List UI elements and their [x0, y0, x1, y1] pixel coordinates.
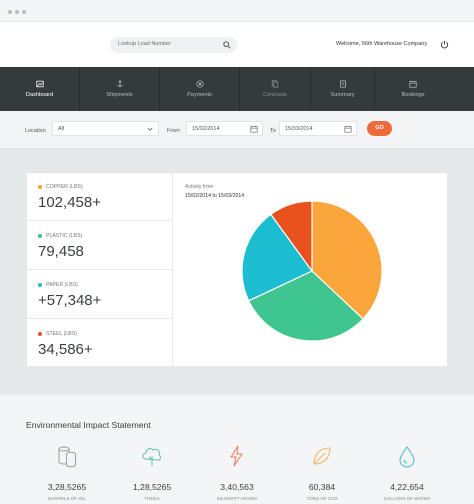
bullet-dot: [38, 282, 42, 287]
main-nav: Dashboard Shipments Payments Contracts S…: [0, 67, 474, 111]
search-placeholder: Lookup Load Number: [118, 41, 171, 47]
stat-value: +57,348+: [38, 292, 102, 309]
nav-divider: [310, 67, 311, 111]
from-date-field[interactable]: 15/02/2014: [186, 121, 263, 136]
calendar-icon: [409, 80, 417, 88]
search-input[interactable]: Lookup Load Number: [110, 37, 237, 53]
lightning-icon: [230, 445, 243, 467]
bullet-dot: [38, 331, 42, 336]
coin-icon: [195, 80, 204, 88]
bullet-dot: [38, 184, 42, 189]
to-label: To: [270, 128, 276, 134]
go-button[interactable]: GO: [367, 121, 392, 136]
stat-label: STEEL (LBS): [38, 331, 77, 337]
to-date-field[interactable]: 15/03/2014: [279, 121, 357, 136]
nav-item-summary[interactable]: Summary: [311, 67, 374, 111]
stat-label: PLASTIC (LBS): [38, 233, 82, 239]
location-select[interactable]: All: [52, 121, 159, 136]
stat-label-text: STEEL (LBS): [46, 331, 77, 337]
chevron-down-icon: [147, 127, 153, 131]
location-label: Location: [25, 128, 46, 134]
welcome-text: Welcome, 56th Warehouse Company: [336, 41, 428, 47]
stat-plastic: PLASTIC (LBS) 79,458: [26, 221, 172, 270]
env-label: TONS OF CO2: [306, 496, 338, 501]
window-dot: [15, 10, 19, 14]
nav-label: Contracts: [263, 92, 287, 98]
pie-slice-steel: [270, 200, 313, 273]
window-dot: [22, 10, 26, 14]
to-date-value: 15/03/2014: [285, 126, 313, 132]
power-icon[interactable]: [440, 40, 449, 49]
activity-range: 15/02/2014 to 15/03/2014: [185, 193, 245, 199]
activity-label: Activity from: [185, 184, 214, 190]
barrels-icon: [58, 446, 76, 468]
bullet-dot: [38, 233, 42, 238]
nav-label: Dashboard: [25, 92, 54, 98]
search-icon[interactable]: [223, 41, 231, 49]
environmental-section: [0, 395, 474, 504]
section-title: Environmental Impact Statement: [26, 420, 151, 430]
water-drop-icon: [399, 446, 415, 468]
calendar-icon[interactable]: [344, 125, 352, 133]
list-icon: [339, 80, 346, 88]
nav-label: Payments: [187, 92, 212, 98]
window-dot: [8, 10, 12, 14]
stat-copper: COPPER (LBS) 102,458+: [26, 172, 172, 221]
stat-value: 102,458+: [38, 194, 101, 211]
pie-slice-copper: [311, 200, 383, 320]
chart-image-icon: [35, 80, 44, 88]
env-label: KILOWATT HOURS: [216, 496, 258, 501]
nav-item-contracts[interactable]: Contracts: [240, 67, 310, 111]
documents-icon: [271, 80, 279, 88]
nav-item-bookings[interactable]: Bookings: [375, 67, 451, 111]
top-header: [0, 22, 474, 67]
env-label: TREES: [144, 496, 160, 501]
env-value: 1,28,5265: [132, 482, 172, 492]
card-divider: [172, 172, 173, 367]
stat-label: COPPER (LBS): [38, 184, 83, 190]
nav-divider: [79, 67, 80, 111]
tree-icon: [142, 448, 161, 466]
pie-slice-plastic: [247, 270, 364, 342]
stat-label-text: COPPER (LBS): [46, 184, 83, 190]
env-label: BARRELS OF OIL: [48, 496, 86, 501]
env-value: 3,28,5265: [47, 482, 87, 492]
nav-divider: [374, 67, 375, 111]
stat-label-text: PAPER (LBS): [46, 282, 78, 288]
nav-divider: [239, 67, 240, 111]
env-label: GALLONS OF WATER: [383, 496, 431, 501]
calendar-icon[interactable]: [250, 125, 258, 133]
stat-value: 79,458: [38, 243, 84, 260]
env-value: 3,40,563: [220, 482, 254, 492]
pie-slice-paper: [241, 213, 313, 302]
env-value: 60,384: [308, 482, 336, 492]
stat-paper: PAPER (LBS) +57,348+: [26, 270, 172, 319]
anchor-icon: [116, 80, 123, 88]
from-date-value: 15/02/2014: [192, 126, 220, 132]
location-value: All: [58, 126, 65, 132]
nav-label: Shipments: [106, 92, 133, 98]
window-chrome: [0, 0, 474, 22]
stat-label: PAPER (LBS): [38, 282, 78, 288]
env-value: 4,22,654: [390, 482, 424, 492]
stat-steel: STEEL (LBS) 34,586+: [26, 319, 172, 368]
leaf-icon: [313, 447, 331, 465]
activity-pie-chart: [241, 200, 383, 342]
from-label: From: [167, 128, 180, 134]
nav-label: Summary: [330, 92, 355, 98]
nav-item-dashboard[interactable]: Dashboard: [0, 67, 79, 111]
nav-item-shipments[interactable]: Shipments: [80, 67, 159, 111]
nav-divider: [159, 67, 160, 111]
nav-item-payments[interactable]: Payments: [160, 67, 239, 111]
nav-label: Bookings: [401, 92, 425, 98]
stat-label-text: PLASTIC (LBS): [46, 233, 83, 239]
stat-value: 34,586+: [38, 341, 93, 358]
